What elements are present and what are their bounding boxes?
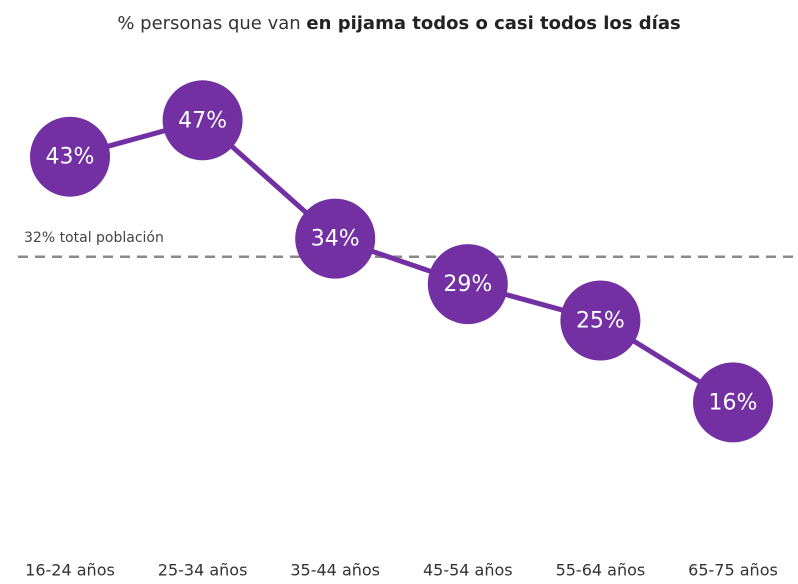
point — [560, 280, 641, 361]
value-label: 16% — [709, 390, 758, 415]
point — [30, 116, 110, 197]
chart-title: % personas que van en pijama todos o cas… — [117, 13, 680, 34]
reference-label: 32% total población — [24, 230, 164, 246]
value-label: 47% — [178, 108, 227, 133]
title-bold: en pijama todos o casi todos los días — [306, 13, 680, 34]
point — [693, 362, 773, 443]
line — [69, 117, 735, 405]
x-tick-label: 16-24 años — [25, 561, 115, 580]
x-tick-label: 25-34 años — [158, 561, 248, 580]
x-tick-label: 35-44 años — [290, 561, 380, 580]
value-label: 25% — [576, 309, 625, 334]
x-tick-label: 65-75 años — [688, 561, 778, 580]
title-plain: % personas que van — [117, 13, 300, 34]
x-tick-label: 55-64 años — [556, 561, 646, 580]
point — [295, 198, 376, 279]
x-tick-label: 45-54 años — [423, 561, 513, 580]
point — [162, 80, 243, 161]
value-label: 43% — [46, 145, 95, 170]
value-label: 29% — [443, 272, 492, 297]
point — [427, 244, 508, 325]
value-label: 34% — [311, 227, 360, 252]
